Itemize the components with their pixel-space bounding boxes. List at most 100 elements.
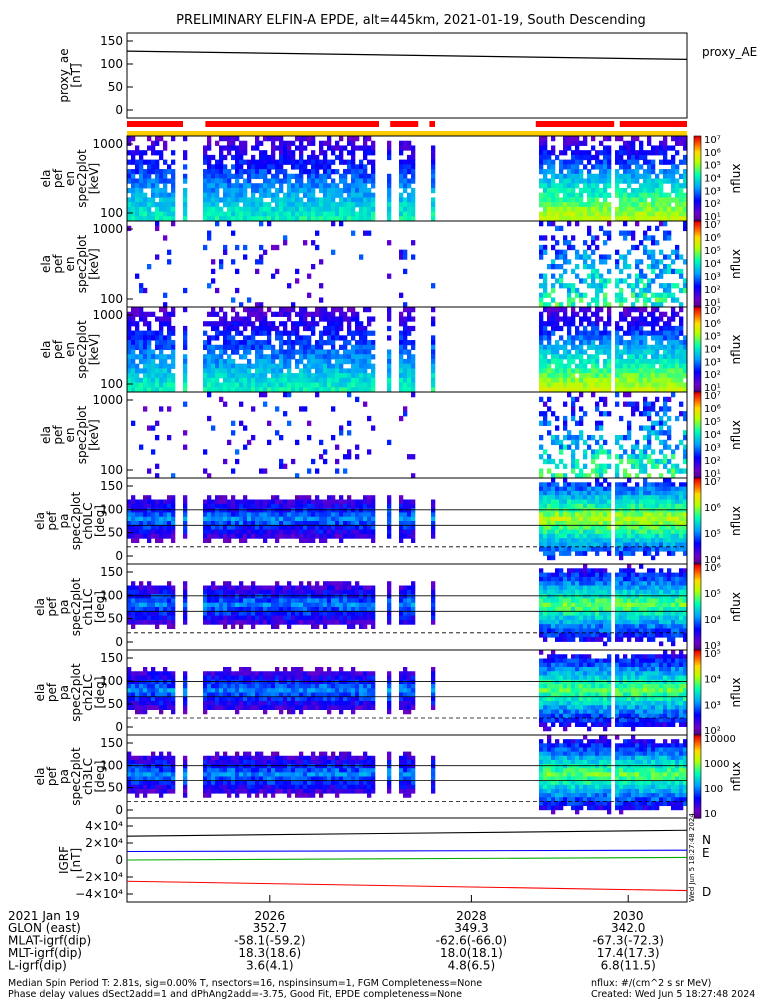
en-omni-cell [231, 216, 236, 222]
en-omni-cell [223, 145, 228, 151]
en-omni-cell [255, 145, 260, 151]
en-para-cell [139, 316, 144, 322]
pa-ch0-cell [207, 508, 212, 513]
en-omni-cell [239, 216, 244, 222]
en-para-cell [635, 321, 640, 327]
en-anti-cell [647, 454, 652, 460]
en-omni-cell [251, 211, 256, 217]
en-perp-cell [259, 259, 264, 265]
en-omni-cell [595, 211, 600, 217]
pa-ch0-cell [619, 490, 624, 496]
en-omni-colorbar-cell [694, 193, 701, 197]
pa-ch0-cell [139, 503, 144, 509]
en-omni-cell [295, 192, 300, 198]
en-omni-cell [675, 187, 680, 194]
en-omni-cell [207, 197, 212, 203]
en-perp-cell [635, 264, 640, 270]
en-omni-cell [215, 192, 220, 198]
pa-ch0-cell [547, 482, 552, 488]
en-para-cell [643, 382, 648, 388]
en-omni-cell [567, 178, 572, 184]
en-perp-cell [607, 254, 612, 260]
en-omni-cell [339, 206, 344, 213]
en-para-cell [323, 358, 328, 365]
en-omni-cell [651, 145, 656, 151]
en-para-cell [587, 335, 592, 341]
pa-ch0-cell [267, 533, 272, 539]
en-omni-cell [255, 202, 260, 208]
en-omni-cell [575, 211, 580, 217]
en-para-cell [355, 340, 360, 346]
en-para-cell [307, 325, 312, 332]
en-para-cell [259, 363, 264, 369]
en-perp-cell [675, 283, 680, 289]
en-para-cell [663, 354, 668, 360]
en-para-cell [667, 344, 672, 350]
pa-ch0-cell [655, 503, 660, 509]
en-omni-cell [255, 164, 260, 170]
pa-ch0-cell [579, 512, 584, 518]
en-omni-cell [335, 206, 340, 213]
en-anti-cell [667, 430, 672, 436]
en-para-cell [639, 387, 644, 393]
pa-ch0-cell [183, 508, 188, 513]
pa-ch0-cell [271, 521, 276, 526]
en-para-cell [579, 316, 584, 322]
pa-ch0-cell [655, 486, 660, 492]
en-para-cell [223, 373, 228, 379]
en-omni-cell [303, 164, 308, 170]
en-omni-cell [579, 173, 584, 179]
en-omni-cell [147, 216, 152, 222]
en-anti-colorbar-cell [694, 424, 701, 427]
en-para-cell [603, 344, 608, 350]
en-omni-cell [315, 173, 320, 179]
en-omni-cell [543, 183, 548, 189]
en-perp-colorbar-cell [694, 291, 701, 295]
pa-ch0-cell [627, 516, 632, 522]
pa-ch0-cell [643, 529, 648, 535]
en-para-cell [355, 316, 360, 322]
pa-ch0-cell [603, 533, 608, 539]
pa-ch0-cell [547, 542, 552, 548]
en-omni-cell [543, 192, 548, 198]
en-para-cell [135, 387, 140, 393]
pa-ch0-cell [663, 508, 668, 513]
en-perp-cell [659, 297, 664, 303]
en-para-cell [247, 368, 252, 374]
en-para-cell [307, 363, 312, 369]
en-omni-cell [227, 169, 232, 175]
pa-ch0-cell [171, 538, 176, 543]
en-omni-cell [359, 206, 364, 213]
en-para-cell [335, 325, 340, 332]
en-para-cell [575, 354, 580, 360]
pa-ch0-cell [339, 503, 344, 509]
en-para-cell [139, 330, 144, 336]
en-omni-cell [135, 169, 140, 175]
pa-ch0-cell [403, 512, 408, 518]
en-para-cell [287, 377, 292, 384]
en-omni-colorbar-cell [694, 136, 701, 139]
en-omni-cell [203, 173, 208, 179]
pa-ch0-cell [247, 521, 252, 526]
en-para-cell [571, 344, 576, 350]
pa-ch0-cell [243, 495, 248, 500]
en-para-cell [547, 321, 552, 327]
en-para-cell [155, 377, 160, 384]
pa-ch0-cell [543, 508, 548, 513]
en-perp-cell [551, 244, 556, 251]
en-para-cell [559, 387, 564, 393]
en-omni-cell [159, 202, 164, 208]
en-omni-cell [287, 159, 292, 165]
en-para-cell [303, 344, 308, 350]
en-omni-cell [543, 206, 548, 213]
en-para-cell [655, 316, 660, 322]
en-omni-cell [203, 154, 208, 161]
en-omni-cell [615, 183, 620, 189]
en-anti-cell [659, 415, 664, 422]
pa-ch0-cell [255, 503, 260, 509]
pa-ch0-cell [667, 490, 672, 496]
en-perp-cell [647, 235, 652, 241]
en-perp-cell [539, 244, 544, 251]
en-para-cell [259, 377, 264, 384]
en-omni-cell [207, 164, 212, 170]
